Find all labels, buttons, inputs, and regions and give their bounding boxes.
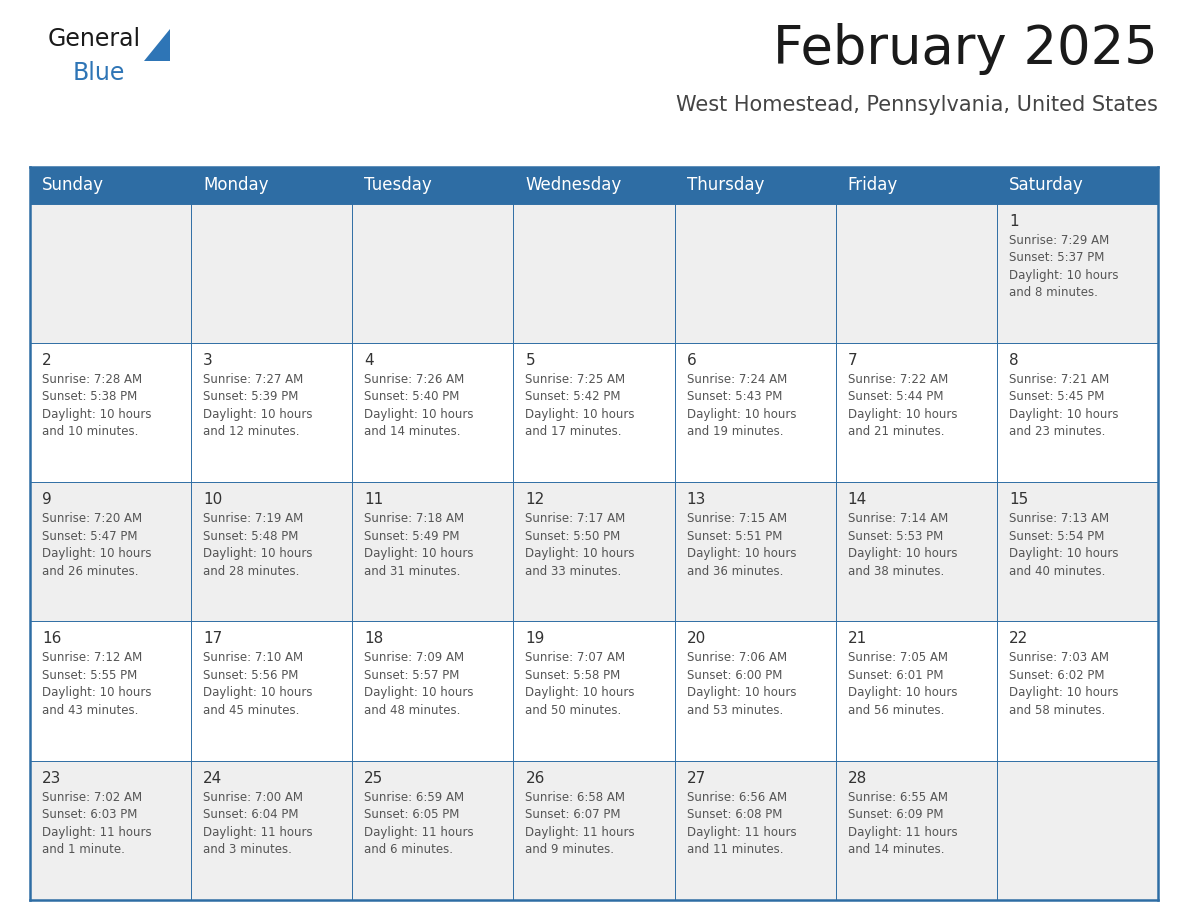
Text: Sunrise: 7:12 AM
Sunset: 5:55 PM
Daylight: 10 hours
and 43 minutes.: Sunrise: 7:12 AM Sunset: 5:55 PM Dayligh…: [42, 652, 152, 717]
Text: Sunrise: 7:27 AM
Sunset: 5:39 PM
Daylight: 10 hours
and 12 minutes.: Sunrise: 7:27 AM Sunset: 5:39 PM Dayligh…: [203, 373, 312, 438]
Bar: [30, 204, 1158, 342]
Text: 8: 8: [1009, 353, 1018, 368]
Text: West Homestead, Pennsylvania, United States: West Homestead, Pennsylvania, United Sta…: [676, 95, 1158, 115]
Text: 24: 24: [203, 771, 222, 786]
Text: Sunrise: 7:02 AM
Sunset: 6:03 PM
Daylight: 11 hours
and 1 minute.: Sunrise: 7:02 AM Sunset: 6:03 PM Dayligh…: [42, 790, 152, 856]
Text: Sunrise: 7:13 AM
Sunset: 5:54 PM
Daylight: 10 hours
and 40 minutes.: Sunrise: 7:13 AM Sunset: 5:54 PM Dayligh…: [1009, 512, 1118, 577]
Bar: [30, 167, 1158, 204]
Text: Sunrise: 7:22 AM
Sunset: 5:44 PM
Daylight: 10 hours
and 21 minutes.: Sunrise: 7:22 AM Sunset: 5:44 PM Dayligh…: [848, 373, 958, 438]
Bar: [30, 482, 1158, 621]
Text: 9: 9: [42, 492, 52, 507]
Bar: [30, 342, 1158, 482]
Text: Sunrise: 7:17 AM
Sunset: 5:50 PM
Daylight: 10 hours
and 33 minutes.: Sunrise: 7:17 AM Sunset: 5:50 PM Dayligh…: [525, 512, 634, 577]
Text: 1: 1: [1009, 214, 1018, 229]
Text: 27: 27: [687, 771, 706, 786]
Text: Sunrise: 7:21 AM
Sunset: 5:45 PM
Daylight: 10 hours
and 23 minutes.: Sunrise: 7:21 AM Sunset: 5:45 PM Dayligh…: [1009, 373, 1118, 438]
Text: 28: 28: [848, 771, 867, 786]
Text: Friday: Friday: [848, 176, 898, 195]
Text: Sunrise: 7:25 AM
Sunset: 5:42 PM
Daylight: 10 hours
and 17 minutes.: Sunrise: 7:25 AM Sunset: 5:42 PM Dayligh…: [525, 373, 634, 438]
Text: Sunday: Sunday: [42, 176, 105, 195]
Text: 14: 14: [848, 492, 867, 507]
Text: Sunrise: 7:05 AM
Sunset: 6:01 PM
Daylight: 10 hours
and 56 minutes.: Sunrise: 7:05 AM Sunset: 6:01 PM Dayligh…: [848, 652, 958, 717]
Text: Sunrise: 6:59 AM
Sunset: 6:05 PM
Daylight: 11 hours
and 6 minutes.: Sunrise: 6:59 AM Sunset: 6:05 PM Dayligh…: [365, 790, 474, 856]
Text: 12: 12: [525, 492, 544, 507]
Text: 10: 10: [203, 492, 222, 507]
Text: Sunrise: 7:19 AM
Sunset: 5:48 PM
Daylight: 10 hours
and 28 minutes.: Sunrise: 7:19 AM Sunset: 5:48 PM Dayligh…: [203, 512, 312, 577]
Text: Monday: Monday: [203, 176, 268, 195]
Text: 25: 25: [365, 771, 384, 786]
Text: Sunrise: 6:58 AM
Sunset: 6:07 PM
Daylight: 11 hours
and 9 minutes.: Sunrise: 6:58 AM Sunset: 6:07 PM Dayligh…: [525, 790, 636, 856]
Text: 4: 4: [365, 353, 374, 368]
Text: Saturday: Saturday: [1009, 176, 1083, 195]
Text: Sunrise: 7:26 AM
Sunset: 5:40 PM
Daylight: 10 hours
and 14 minutes.: Sunrise: 7:26 AM Sunset: 5:40 PM Dayligh…: [365, 373, 474, 438]
Text: 5: 5: [525, 353, 535, 368]
Text: Sunrise: 7:18 AM
Sunset: 5:49 PM
Daylight: 10 hours
and 31 minutes.: Sunrise: 7:18 AM Sunset: 5:49 PM Dayligh…: [365, 512, 474, 577]
Text: Sunrise: 7:29 AM
Sunset: 5:37 PM
Daylight: 10 hours
and 8 minutes.: Sunrise: 7:29 AM Sunset: 5:37 PM Dayligh…: [1009, 233, 1118, 299]
Text: Sunrise: 7:20 AM
Sunset: 5:47 PM
Daylight: 10 hours
and 26 minutes.: Sunrise: 7:20 AM Sunset: 5:47 PM Dayligh…: [42, 512, 152, 577]
Text: 20: 20: [687, 632, 706, 646]
Text: 16: 16: [42, 632, 62, 646]
Text: February 2025: February 2025: [773, 23, 1158, 75]
Text: 15: 15: [1009, 492, 1028, 507]
Text: Sunrise: 7:03 AM
Sunset: 6:02 PM
Daylight: 10 hours
and 58 minutes.: Sunrise: 7:03 AM Sunset: 6:02 PM Dayligh…: [1009, 652, 1118, 717]
Text: 17: 17: [203, 632, 222, 646]
Polygon shape: [144, 29, 170, 61]
Text: 11: 11: [365, 492, 384, 507]
Text: Tuesday: Tuesday: [365, 176, 432, 195]
Text: Sunrise: 6:56 AM
Sunset: 6:08 PM
Daylight: 11 hours
and 11 minutes.: Sunrise: 6:56 AM Sunset: 6:08 PM Dayligh…: [687, 790, 796, 856]
Text: 6: 6: [687, 353, 696, 368]
Text: 26: 26: [525, 771, 545, 786]
Text: 23: 23: [42, 771, 62, 786]
Text: Sunrise: 7:09 AM
Sunset: 5:57 PM
Daylight: 10 hours
and 48 minutes.: Sunrise: 7:09 AM Sunset: 5:57 PM Dayligh…: [365, 652, 474, 717]
Text: Sunrise: 7:00 AM
Sunset: 6:04 PM
Daylight: 11 hours
and 3 minutes.: Sunrise: 7:00 AM Sunset: 6:04 PM Dayligh…: [203, 790, 312, 856]
Text: 19: 19: [525, 632, 545, 646]
Text: Sunrise: 7:24 AM
Sunset: 5:43 PM
Daylight: 10 hours
and 19 minutes.: Sunrise: 7:24 AM Sunset: 5:43 PM Dayligh…: [687, 373, 796, 438]
Text: 18: 18: [365, 632, 384, 646]
Text: 13: 13: [687, 492, 706, 507]
Text: Blue: Blue: [72, 61, 126, 85]
Text: General: General: [48, 27, 141, 51]
Bar: [30, 621, 1158, 761]
Text: 2: 2: [42, 353, 51, 368]
Text: Wednesday: Wednesday: [525, 176, 621, 195]
Text: 3: 3: [203, 353, 213, 368]
Text: Sunrise: 7:14 AM
Sunset: 5:53 PM
Daylight: 10 hours
and 38 minutes.: Sunrise: 7:14 AM Sunset: 5:53 PM Dayligh…: [848, 512, 958, 577]
Bar: [30, 761, 1158, 900]
Text: 7: 7: [848, 353, 858, 368]
Text: Sunrise: 7:28 AM
Sunset: 5:38 PM
Daylight: 10 hours
and 10 minutes.: Sunrise: 7:28 AM Sunset: 5:38 PM Dayligh…: [42, 373, 152, 438]
Text: Sunrise: 7:15 AM
Sunset: 5:51 PM
Daylight: 10 hours
and 36 minutes.: Sunrise: 7:15 AM Sunset: 5:51 PM Dayligh…: [687, 512, 796, 577]
Text: 21: 21: [848, 632, 867, 646]
Text: Sunrise: 6:55 AM
Sunset: 6:09 PM
Daylight: 11 hours
and 14 minutes.: Sunrise: 6:55 AM Sunset: 6:09 PM Dayligh…: [848, 790, 958, 856]
Text: Sunrise: 7:07 AM
Sunset: 5:58 PM
Daylight: 10 hours
and 50 minutes.: Sunrise: 7:07 AM Sunset: 5:58 PM Dayligh…: [525, 652, 634, 717]
Text: Thursday: Thursday: [687, 176, 764, 195]
Text: Sunrise: 7:10 AM
Sunset: 5:56 PM
Daylight: 10 hours
and 45 minutes.: Sunrise: 7:10 AM Sunset: 5:56 PM Dayligh…: [203, 652, 312, 717]
Text: Sunrise: 7:06 AM
Sunset: 6:00 PM
Daylight: 10 hours
and 53 minutes.: Sunrise: 7:06 AM Sunset: 6:00 PM Dayligh…: [687, 652, 796, 717]
Text: 22: 22: [1009, 632, 1028, 646]
